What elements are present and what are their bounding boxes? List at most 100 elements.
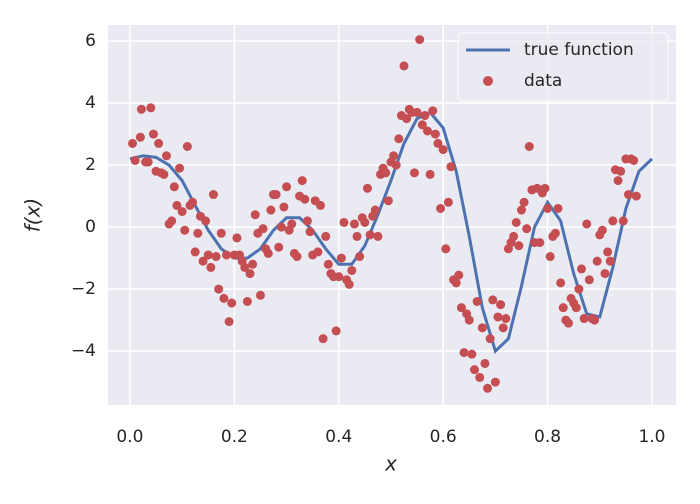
data-point [362, 183, 372, 193]
data-point [318, 334, 328, 344]
data-point [130, 155, 140, 165]
data-point [605, 256, 615, 266]
data-point [224, 317, 234, 327]
data-point [135, 132, 145, 142]
y-tick-label: 2 [85, 155, 96, 175]
data-point [415, 35, 425, 45]
data-point [323, 259, 333, 269]
data-point [475, 372, 485, 382]
data-point [558, 303, 568, 313]
data-point [483, 383, 493, 393]
data-point [454, 270, 464, 280]
legend-label: data [524, 71, 562, 91]
data-point [451, 278, 461, 288]
data-point [402, 114, 412, 124]
data-point [433, 138, 443, 148]
data-point [623, 190, 633, 200]
data-point [456, 303, 466, 313]
data-point [344, 279, 354, 289]
data-point [493, 312, 503, 322]
data-point [128, 138, 138, 148]
data-point [423, 126, 432, 136]
data-point [250, 210, 260, 220]
data-point [146, 103, 156, 113]
data-point [263, 248, 273, 258]
data-point [417, 120, 427, 130]
x-tick-label: 0.8 [534, 427, 561, 447]
data-point [154, 138, 164, 148]
data-point [436, 203, 446, 213]
data-point [287, 219, 297, 229]
data-point [472, 296, 482, 306]
data-point [631, 191, 641, 201]
data-point [193, 228, 203, 238]
data-point [556, 278, 566, 288]
x-tick-label: 1.0 [638, 427, 665, 447]
data-point [516, 205, 526, 215]
data-point [276, 222, 286, 232]
data-point [480, 358, 490, 368]
data-point [266, 205, 276, 215]
data-point [334, 272, 344, 282]
data-point [563, 318, 573, 328]
data-point [467, 349, 477, 359]
data-point [373, 231, 383, 241]
data-point [420, 111, 430, 121]
data-point [336, 253, 346, 263]
y-tick-label: 6 [85, 31, 96, 51]
data-point [485, 334, 495, 344]
data-point [172, 200, 182, 210]
data-point [313, 247, 323, 257]
data-point [227, 298, 237, 308]
data-point [148, 129, 158, 139]
data-point [297, 176, 307, 186]
data-point [428, 106, 438, 116]
function-line [129, 110, 654, 354]
data-point [245, 269, 255, 279]
data-point [352, 231, 362, 241]
data-point [524, 142, 534, 152]
data-point [574, 284, 584, 294]
data-point [203, 250, 213, 260]
data-point [255, 290, 265, 300]
data-point [409, 168, 419, 178]
data-point [180, 225, 190, 235]
data-point [182, 142, 192, 152]
data-point [258, 224, 268, 234]
data-point [616, 166, 626, 176]
y-tick-label: 4 [85, 93, 96, 113]
data-point [399, 61, 409, 71]
data-point [446, 162, 456, 172]
data-point [459, 348, 469, 358]
data-point [498, 323, 508, 333]
data-point [208, 190, 218, 200]
data-point [600, 269, 610, 279]
data-point [331, 326, 341, 336]
data-point [514, 241, 524, 251]
data-point [381, 168, 391, 178]
data-point [360, 217, 370, 227]
data-point [167, 216, 177, 226]
data-point [190, 247, 200, 257]
data-point [279, 202, 289, 212]
data-point [477, 323, 487, 333]
data-point [545, 252, 555, 262]
data-point [274, 242, 284, 252]
data-point [438, 145, 448, 155]
data-point [214, 284, 224, 294]
data-point [394, 134, 404, 144]
data-point [584, 275, 594, 285]
data-point [412, 107, 422, 117]
x-tick-label: 0.2 [221, 427, 248, 447]
data-point [590, 315, 600, 325]
data-point [242, 296, 252, 306]
data-point [553, 203, 563, 213]
data-point [613, 176, 623, 186]
data-point [501, 314, 511, 324]
data-point [597, 225, 607, 235]
data-point [488, 295, 498, 305]
data-point [349, 219, 359, 229]
data-point [248, 259, 258, 269]
data-point [222, 250, 232, 260]
